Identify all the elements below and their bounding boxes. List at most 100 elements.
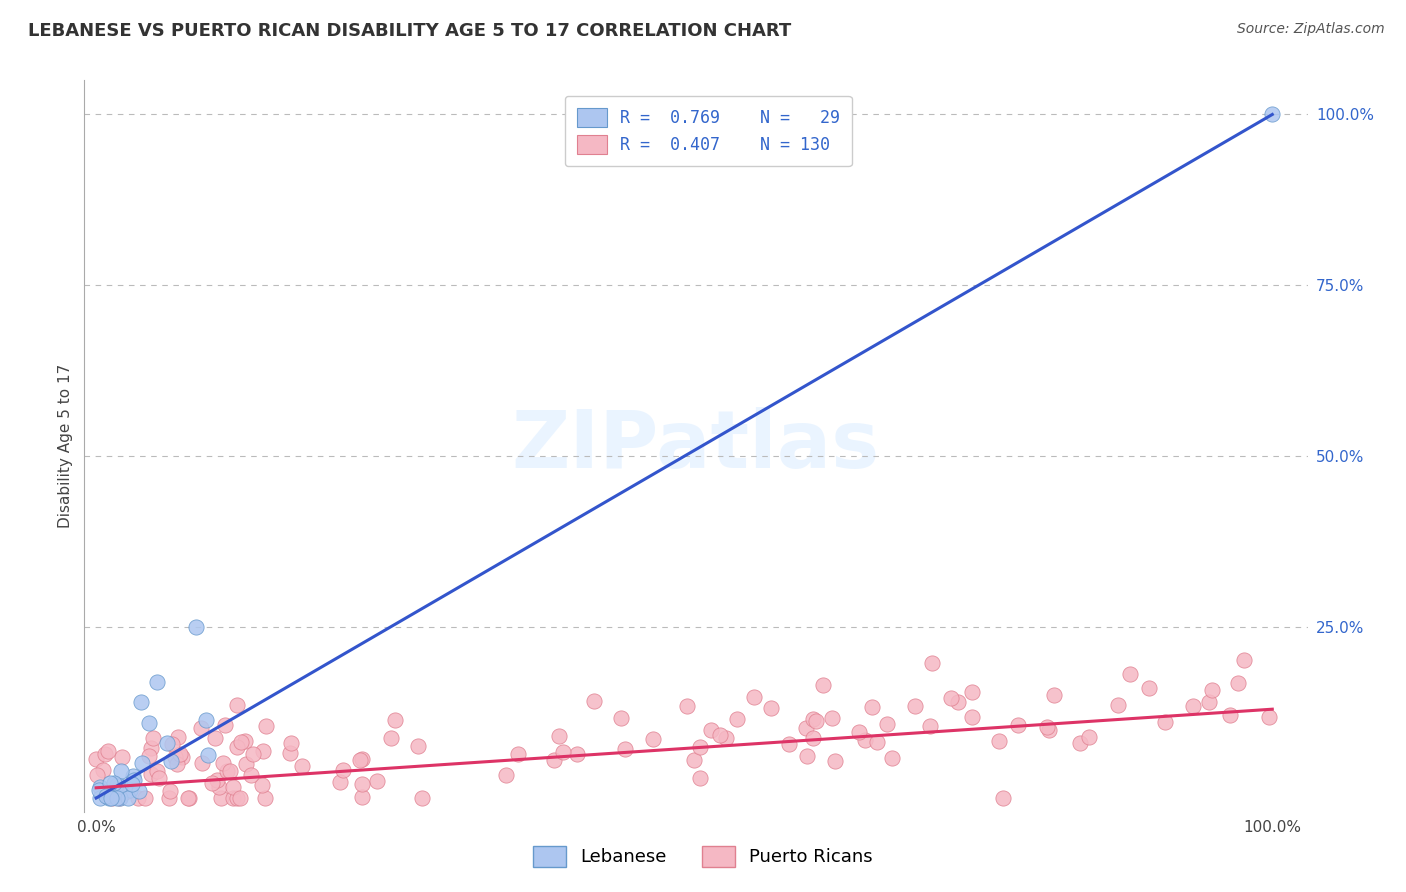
Point — [1233, 653, 1256, 667]
Point — [848, 724, 870, 739]
Point — [160, 737, 183, 751]
Point — [1153, 714, 1175, 729]
Point — [225, 791, 247, 805]
Point — [801, 731, 824, 745]
Point — [146, 674, 169, 689]
Point — [1219, 708, 1241, 723]
Legend: Lebanese, Puerto Ricans: Lebanese, Puerto Ricans — [526, 838, 880, 874]
Point — [157, 791, 180, 805]
Point — [352, 790, 374, 805]
Point — [89, 783, 111, 797]
Point — [139, 740, 162, 755]
Point — [613, 742, 636, 756]
Point — [824, 754, 846, 768]
Point — [108, 791, 131, 805]
Point — [89, 780, 111, 794]
Point — [380, 731, 402, 745]
Point — [229, 735, 252, 749]
Point — [129, 695, 152, 709]
Point — [725, 713, 748, 727]
Point — [110, 782, 132, 797]
Point — [1261, 107, 1284, 121]
Point — [882, 751, 904, 765]
Point — [226, 740, 249, 755]
Point — [156, 736, 179, 750]
Point — [700, 723, 723, 738]
Point — [204, 731, 226, 746]
Point — [853, 732, 876, 747]
Point — [165, 750, 187, 764]
Point — [128, 784, 150, 798]
Point — [643, 731, 665, 746]
Point — [228, 791, 250, 805]
Point — [252, 744, 274, 758]
Point — [214, 718, 236, 732]
Point — [195, 713, 218, 727]
Point — [821, 711, 844, 725]
Point — [184, 620, 207, 634]
Point — [98, 776, 121, 790]
Point — [860, 700, 883, 714]
Point — [177, 791, 200, 805]
Point — [190, 721, 212, 735]
Point — [215, 764, 238, 779]
Point — [406, 739, 429, 754]
Point — [991, 791, 1014, 805]
Point — [122, 772, 145, 787]
Point — [201, 775, 224, 789]
Point — [222, 780, 245, 794]
Point — [208, 780, 231, 794]
Point — [138, 748, 160, 763]
Point — [1257, 710, 1279, 724]
Point — [120, 782, 142, 797]
Text: Source: ZipAtlas.com: Source: ZipAtlas.com — [1237, 22, 1385, 37]
Point — [811, 678, 834, 692]
Point — [804, 714, 827, 728]
Point — [253, 791, 276, 805]
Point — [1201, 682, 1223, 697]
Point — [1181, 698, 1204, 713]
Point — [1198, 695, 1220, 709]
Y-axis label: Disability Age 5 to 17: Disability Age 5 to 17 — [58, 364, 73, 528]
Point — [794, 721, 817, 735]
Point — [689, 739, 711, 754]
Point — [583, 694, 606, 708]
Point — [876, 717, 898, 731]
Point — [108, 791, 131, 805]
Point — [254, 719, 277, 733]
Point — [105, 778, 128, 792]
Point — [103, 776, 125, 790]
Point — [689, 771, 711, 785]
Point — [709, 728, 731, 742]
Point — [1107, 698, 1129, 712]
Point — [801, 712, 824, 726]
Point — [759, 701, 782, 715]
Point — [89, 790, 111, 805]
Point — [191, 756, 214, 770]
Point — [114, 784, 136, 798]
Point — [610, 711, 633, 725]
Point — [904, 699, 927, 714]
Point — [366, 774, 388, 789]
Point — [197, 747, 219, 762]
Point — [121, 769, 143, 783]
Point — [108, 779, 131, 793]
Point — [145, 764, 167, 778]
Point — [121, 776, 143, 790]
Point — [1069, 736, 1091, 750]
Point — [86, 752, 108, 766]
Point — [291, 758, 314, 772]
Point — [742, 690, 765, 705]
Point — [280, 735, 302, 749]
Point — [332, 763, 354, 777]
Point — [170, 749, 193, 764]
Point — [222, 791, 245, 805]
Point — [921, 656, 943, 670]
Point — [211, 756, 233, 770]
Point — [280, 746, 302, 760]
Point — [242, 747, 264, 762]
Point — [1077, 730, 1099, 744]
Point — [166, 756, 188, 771]
Point — [565, 747, 588, 762]
Point — [239, 768, 262, 782]
